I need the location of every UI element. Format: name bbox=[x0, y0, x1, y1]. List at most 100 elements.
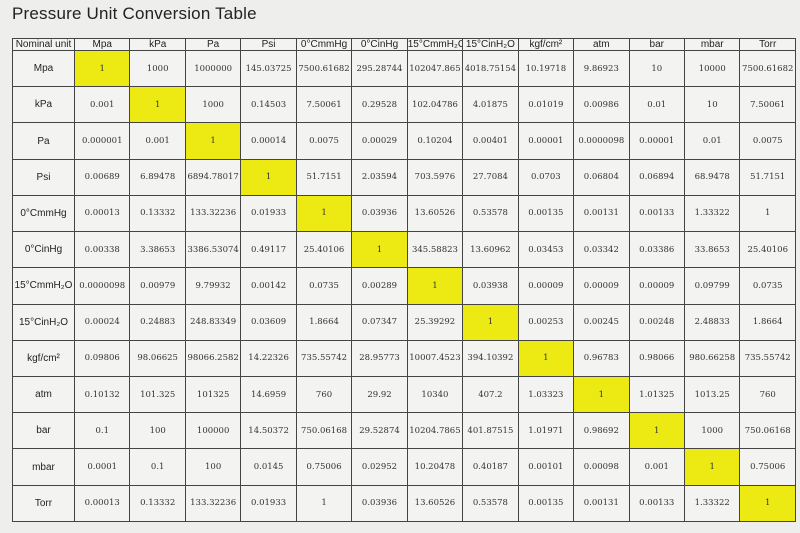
table-cell: 1 bbox=[295, 484, 353, 523]
table-cell: 0.001 bbox=[73, 86, 131, 124]
table-cell: 100 bbox=[184, 448, 242, 486]
identity-cell: 1 bbox=[462, 303, 519, 341]
table-cell: 10.19718 bbox=[517, 49, 575, 88]
table-cell: 1013.25 bbox=[683, 375, 741, 414]
table-cell: 0.53578 bbox=[462, 194, 519, 233]
row-header: kPa bbox=[12, 86, 75, 124]
row-header: 0°CmmHg bbox=[12, 194, 75, 233]
row-header: 15°CinH₂O bbox=[12, 303, 75, 341]
column-header: Pa bbox=[184, 38, 242, 51]
table-cell: 0.00401 bbox=[462, 122, 519, 160]
identity-cell: 1 bbox=[406, 267, 464, 305]
conversion-table: Nominal unit Mpa kPa Pa Psi 0°CmmHg 0°CinHg 15… bbox=[12, 38, 796, 523]
row-header: Mpa bbox=[12, 49, 75, 88]
table-cell: 0.03936 bbox=[351, 484, 408, 523]
table-cell: 102047.865 bbox=[406, 49, 464, 88]
table-cell: 0.98692 bbox=[573, 412, 630, 450]
table-cell: 0.0001 bbox=[73, 448, 131, 486]
table-cell: 0.03386 bbox=[628, 231, 685, 269]
table-cell: 0.00024 bbox=[73, 303, 131, 341]
table-cell: 0.49117 bbox=[240, 231, 297, 269]
table-cell: 0.24883 bbox=[129, 303, 186, 341]
table-cell: 0.00029 bbox=[351, 122, 408, 160]
identity-cell: 1 bbox=[351, 231, 408, 269]
identity-cell: 1 bbox=[184, 122, 242, 160]
column-header: Torr bbox=[739, 38, 796, 51]
table-cell: 1.8664 bbox=[295, 303, 353, 341]
table-cell: 0.02952 bbox=[351, 448, 408, 486]
table-cell: 0.75006 bbox=[295, 448, 353, 486]
table-cell: 0.00001 bbox=[517, 122, 575, 160]
table-cell: 0.53578 bbox=[462, 484, 519, 523]
table-cell: 980.66258 bbox=[683, 339, 741, 377]
column-header: mbar bbox=[683, 38, 741, 51]
table-cell: 10000 bbox=[683, 49, 741, 88]
row-header: Torr bbox=[12, 484, 75, 523]
table-cell: 0.0075 bbox=[295, 122, 353, 160]
table-cell: 102.04786 bbox=[406, 86, 464, 124]
table-cell: 0.03453 bbox=[517, 231, 575, 269]
column-header: kgf/cm² bbox=[517, 38, 575, 51]
table-cell: 1.03323 bbox=[517, 375, 575, 414]
table-cell: 33.8653 bbox=[683, 231, 741, 269]
table-cell: 1.01325 bbox=[628, 375, 685, 414]
table-cell: 0.0000098 bbox=[573, 122, 630, 160]
table-cell: 750.06168 bbox=[295, 412, 353, 450]
table-cell: 0.10132 bbox=[73, 375, 131, 414]
table-cell: 401.87515 bbox=[462, 412, 519, 450]
table-cell: 1.01971 bbox=[517, 412, 575, 450]
table-cell: 0.29528 bbox=[351, 86, 408, 124]
table-cell: 0.00979 bbox=[129, 267, 186, 305]
table-cell: 14.50372 bbox=[240, 412, 297, 450]
table-cell: 7.50061 bbox=[739, 86, 796, 124]
table-cell: 101.325 bbox=[129, 375, 186, 414]
row-header: 0°CinHg bbox=[12, 231, 75, 269]
table-cell: 3386.53074 bbox=[184, 231, 242, 269]
table-cell: 0.07347 bbox=[351, 303, 408, 341]
table-cell: 0.001 bbox=[628, 448, 685, 486]
table-cell: 3.38653 bbox=[129, 231, 186, 269]
table-row: Mpa 1 1000 1000000 145.03725 7500.61682 295.28… bbox=[12, 49, 796, 88]
identity-cell: 1 bbox=[129, 86, 186, 124]
table-cell: 0.00689 bbox=[73, 158, 131, 196]
table-cell: 4.01875 bbox=[462, 86, 519, 124]
table-cell: 703.5976 bbox=[406, 158, 464, 196]
column-header: bar bbox=[628, 38, 685, 51]
table-cell: 14.22326 bbox=[240, 339, 297, 377]
column-header: 0°CinHg bbox=[351, 38, 408, 51]
table-cell: 100 bbox=[129, 412, 186, 450]
table-cell: 7500.61682 bbox=[739, 49, 796, 88]
table-row: 15°CinH₂O 0.00024 0.24883 248.83349 0.03609 1… bbox=[12, 303, 796, 341]
table-cell: 27.7084 bbox=[462, 158, 519, 196]
table-cell: 0.14503 bbox=[240, 86, 297, 124]
table-cell: 407.2 bbox=[462, 375, 519, 414]
identity-cell: 1 bbox=[573, 375, 630, 414]
table-cell: 29.92 bbox=[351, 375, 408, 414]
table-row: kgf/cm² 0.09806 98.06625 98066.2582 14.22326… bbox=[12, 339, 796, 377]
column-header: kPa bbox=[129, 38, 186, 51]
page-title: Pressure Unit Conversion Table bbox=[12, 4, 257, 23]
row-header: kgf/cm² bbox=[12, 339, 75, 377]
table-cell: 295.28744 bbox=[351, 49, 408, 88]
table-cell: 0.00009 bbox=[517, 267, 575, 305]
table-cell: 1000 bbox=[683, 412, 741, 450]
table-cell: 0.10204 bbox=[406, 122, 464, 160]
table-cell: 0.1 bbox=[73, 412, 131, 450]
table-cell: 1.8664 bbox=[739, 303, 796, 341]
table-cell: 28.95773 bbox=[351, 339, 408, 377]
column-header: Mpa bbox=[73, 38, 131, 51]
column-header: 0°CmmHg bbox=[295, 38, 353, 51]
table-cell: 0.00014 bbox=[240, 122, 297, 160]
identity-cell: 1 bbox=[240, 158, 297, 196]
table-cell: 0.0000098 bbox=[73, 267, 131, 305]
table-cell: 1.33322 bbox=[683, 194, 741, 233]
table-cell: 0.03938 bbox=[462, 267, 519, 305]
table-cell: 345.58823 bbox=[406, 231, 464, 269]
table-cell: 0.0075 bbox=[739, 122, 796, 160]
table-cell: 248.83349 bbox=[184, 303, 242, 341]
table-cell: 13.60526 bbox=[406, 194, 464, 233]
column-header: Psi bbox=[240, 38, 297, 51]
table-cell: 133.32236 bbox=[184, 194, 242, 233]
table-cell: 735.55742 bbox=[295, 339, 353, 377]
table-cell: 7.50061 bbox=[295, 86, 353, 124]
